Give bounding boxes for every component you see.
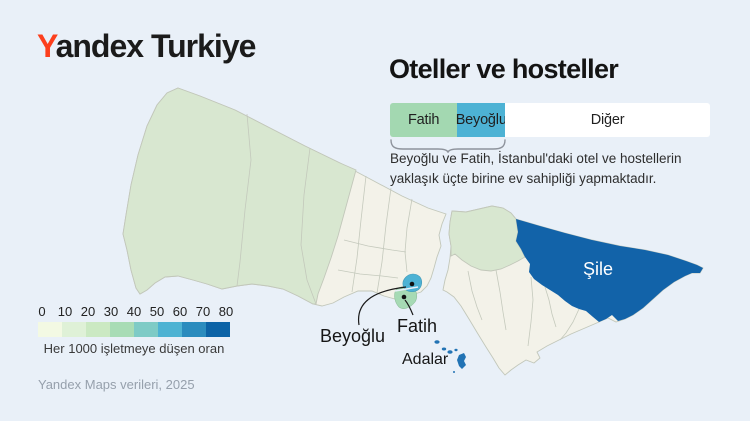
- map-label-beyoglu: Beyoğlu: [320, 326, 386, 346]
- brand-logo: Yandex Turkiye: [37, 28, 257, 65]
- segment-label: Diğer: [590, 112, 625, 128]
- legend-swatch: [38, 322, 62, 337]
- note-line-1: Beyoğlu ve Fatih, İstanbul'daki otel ve …: [390, 151, 682, 166]
- map-label-fatih: Fatih: [397, 316, 438, 336]
- share-bar-segment-diger: Diğer: [505, 103, 710, 137]
- share-bar: Fatih Beyoğlu Diğer: [390, 103, 710, 137]
- source-attribution: Yandex Maps verileri, 2025: [38, 377, 195, 392]
- legend-tick: 30: [103, 304, 119, 319]
- golden-horn: [394, 286, 419, 292]
- legend-caption: Her 1000 işletmeye düşen oran: [43, 341, 225, 356]
- note-line-2: yaklaşık üçte birine ev sahipliği yapmak…: [390, 170, 657, 186]
- legend-tick: 50: [149, 304, 165, 319]
- legend-tick: 40: [126, 304, 142, 319]
- legend-swatch: [134, 322, 158, 337]
- marker-dot-beyoglu: [409, 281, 415, 287]
- page-title: Oteller ve hosteller: [389, 54, 619, 84]
- map-label-adalar: Adalar: [402, 351, 449, 368]
- legend-color-scale: [38, 322, 230, 337]
- legend-swatch: [158, 322, 182, 337]
- legend-tick-row: 0 10 20 30 40 50 60 70 80: [31, 304, 237, 319]
- adalar-islands: [434, 340, 466, 373]
- legend-tick: 70: [195, 304, 211, 319]
- segment-label: Fatih: [407, 112, 440, 128]
- share-bar-segment-beyoglu: Beyoğlu: [455, 103, 507, 137]
- district-borders: [236, 113, 580, 347]
- legend-tick: 20: [80, 304, 96, 319]
- legend-swatch: [86, 322, 110, 337]
- district-beykoz: [448, 205, 526, 272]
- legend-swatch: [182, 322, 206, 337]
- leader-line-beyoglu: [357, 286, 407, 326]
- legend-swatch: [110, 322, 134, 337]
- segment-label: Beyoğlu: [455, 112, 507, 128]
- legend-tick: 0: [38, 304, 46, 319]
- legend-tick: 80: [218, 304, 234, 319]
- marker-dot-fatih: [401, 294, 407, 300]
- brand-logo-rest: andex Turkiye: [55, 28, 257, 64]
- brace-icon: [390, 139, 506, 153]
- legend-tick: 10: [57, 304, 73, 319]
- map-label-sile: Şile: [582, 259, 613, 279]
- share-bar-segment-fatih: Fatih: [390, 103, 458, 137]
- brand-logo-initial: Y: [37, 28, 57, 64]
- legend-swatch: [62, 322, 86, 337]
- legend-swatch: [206, 322, 230, 337]
- legend-tick: 60: [172, 304, 188, 319]
- district-sile: [516, 219, 703, 322]
- district-group-european-green: [122, 87, 357, 305]
- leader-line-fatih: [404, 299, 414, 316]
- note-text: Beyoğlu ve Fatih, İstanbul'daki otel ve …: [390, 149, 730, 188]
